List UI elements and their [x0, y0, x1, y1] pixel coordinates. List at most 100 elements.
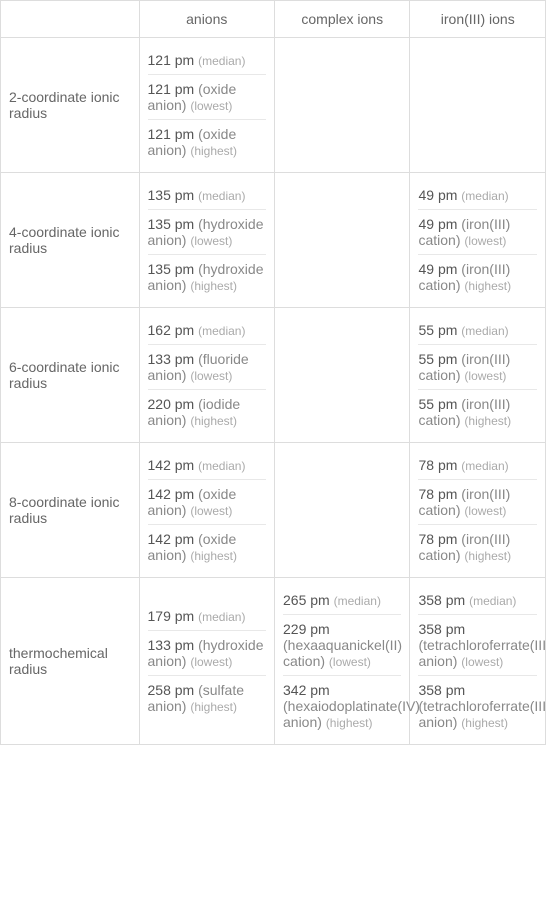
value-entry: 78 pm (median) [418, 451, 537, 480]
value-text: 342 pm [283, 682, 330, 698]
value-text: 142 pm [148, 457, 195, 473]
header-cell-complex: complex ions [275, 1, 410, 38]
data-cell-complex: 265 pm (median)229 pm (hexaaquanickel(II… [275, 578, 410, 745]
stat-tag: (median) [469, 594, 516, 608]
table-row: 2-coordinate ionic radius 121 pm (median)… [1, 38, 546, 173]
value-entry: 162 pm (median) [148, 316, 266, 345]
value-text: 78 pm [418, 486, 457, 502]
row-header: thermochemical radius [1, 578, 140, 745]
value-entry: 135 pm (median) [148, 181, 266, 210]
value-entry: 142 pm (oxide anion) (lowest) [148, 480, 266, 525]
value-entry: 55 pm (iron(III) cation) (highest) [418, 390, 537, 434]
value-entry: 265 pm (median) [283, 586, 401, 615]
value-entry: 342 pm (hexaiodoplatinate(IV) anion) (hi… [283, 676, 401, 736]
header-row: anions complex ions iron(III) ions [1, 1, 546, 38]
stat-tag: (median) [198, 459, 245, 473]
stat-tag: (lowest) [464, 504, 506, 518]
data-cell-anions: 162 pm (median)133 pm (fluoride anion) (… [139, 308, 274, 443]
value-entry: 142 pm (oxide anion) (highest) [148, 525, 266, 569]
row-header: 2-coordinate ionic radius [1, 38, 140, 173]
value-text: 142 pm [148, 531, 195, 547]
value-text: 220 pm [148, 396, 195, 412]
data-cell-complex [275, 173, 410, 308]
value-entry: 135 pm (hydroxide anion) (highest) [148, 255, 266, 299]
value-text: 135 pm [148, 216, 195, 232]
value-text: 78 pm [418, 457, 457, 473]
value-entry: 135 pm (hydroxide anion) (lowest) [148, 210, 266, 255]
cell-block: 179 pm (median)133 pm (hydroxide anion) … [148, 602, 266, 720]
cell-block: 55 pm (median) 55 pm (iron(III) cation) (… [418, 316, 537, 434]
stat-tag: (median) [198, 324, 245, 338]
value-entry: 358 pm (median) [418, 586, 537, 615]
value-entry: 133 pm (hydroxide anion) (lowest) [148, 631, 266, 676]
header-cell-iron: iron(III) ions [410, 1, 546, 38]
table-row: 4-coordinate ionic radius 135 pm (median)… [1, 173, 546, 308]
stat-tag: (median) [198, 189, 245, 203]
value-entry: 220 pm (iodide anion) (highest) [148, 390, 266, 434]
stat-tag: (median) [461, 459, 508, 473]
data-cell-iron [410, 38, 546, 173]
value-entry: 179 pm (median) [148, 602, 266, 631]
row-header: 6-coordinate ionic radius [1, 308, 140, 443]
value-text: 49 pm [418, 216, 457, 232]
stat-tag: (median) [198, 610, 245, 624]
value-entry: 55 pm (iron(III) cation) (lowest) [418, 345, 537, 390]
data-cell-complex [275, 38, 410, 173]
value-text: 121 pm [148, 126, 195, 142]
row-header: 4-coordinate ionic radius [1, 173, 140, 308]
value-entry: 121 pm (median) [148, 46, 266, 75]
value-entry: 258 pm (sulfate anion) (highest) [148, 676, 266, 720]
value-text: 358 pm [418, 592, 465, 608]
value-text: 265 pm [283, 592, 330, 608]
cell-block: 265 pm (median)229 pm (hexaaquanickel(II… [283, 586, 401, 736]
value-entry: 229 pm (hexaaquanickel(II) cation) (lowe… [283, 615, 401, 676]
value-text: 133 pm [148, 351, 195, 367]
data-cell-anions: 142 pm (median)142 pm (oxide anion) (low… [139, 443, 274, 578]
value-entry: 358 pm (tetrachloroferrate(III) anion) (… [418, 615, 537, 676]
value-entry: 358 pm (tetrachloroferrate(III) anion) (… [418, 676, 537, 736]
value-entry: 49 pm (iron(III) cation) (highest) [418, 255, 537, 299]
value-text: 55 pm [418, 396, 457, 412]
value-text: 55 pm [418, 322, 457, 338]
value-entry: 78 pm (iron(III) cation) (lowest) [418, 480, 537, 525]
value-text: 179 pm [148, 608, 195, 624]
data-cell-anions: 121 pm (median)121 pm (oxide anion) (low… [139, 38, 274, 173]
stat-tag: (median) [198, 54, 245, 68]
stat-tag: (highest) [190, 549, 237, 563]
value-text: 49 pm [418, 187, 457, 203]
data-cell-iron: 55 pm (median) 55 pm (iron(III) cation) (… [410, 308, 546, 443]
stat-tag: (lowest) [190, 655, 232, 669]
table-row: 6-coordinate ionic radius 162 pm (median)… [1, 308, 546, 443]
header-cell-blank [1, 1, 140, 38]
value-text: 133 pm [148, 637, 195, 653]
stat-tag: (median) [461, 189, 508, 203]
stat-tag: (highest) [464, 414, 511, 428]
stat-tag: (highest) [190, 279, 237, 293]
value-text: 142 pm [148, 486, 195, 502]
data-cell-iron: 358 pm (median)358 pm (tetrachloroferrat… [410, 578, 546, 745]
data-table: anions complex ions iron(III) ions 2-coo… [0, 0, 546, 745]
stat-tag: (median) [461, 324, 508, 338]
value-entry: 142 pm (median) [148, 451, 266, 480]
stat-tag: (highest) [464, 549, 511, 563]
stat-tag: (lowest) [329, 655, 371, 669]
row-header: 8-coordinate ionic radius [1, 443, 140, 578]
table-row: 8-coordinate ionic radius142 pm (median)… [1, 443, 546, 578]
value-text: 162 pm [148, 322, 195, 338]
data-cell-iron: 49 pm (median) 49 pm (iron(III) cation) (… [410, 173, 546, 308]
table-row: thermochemical radius179 pm (median)133 … [1, 578, 546, 745]
value-text: 135 pm [148, 261, 195, 277]
value-text: 78 pm [418, 531, 457, 547]
value-text: 49 pm [418, 261, 457, 277]
stat-tag: (lowest) [190, 369, 232, 383]
data-cell-anions: 135 pm (median)135 pm (hydroxide anion) … [139, 173, 274, 308]
value-entry: 121 pm (oxide anion) (lowest) [148, 75, 266, 120]
stat-tag: (highest) [464, 279, 511, 293]
cell-block: 358 pm (median)358 pm (tetrachloroferrat… [418, 586, 537, 736]
data-cell-iron: 78 pm (median)78 pm (iron(III) cation) (… [410, 443, 546, 578]
stat-tag: (highest) [461, 716, 508, 730]
data-cell-complex [275, 443, 410, 578]
stat-tag: (lowest) [464, 369, 506, 383]
value-text: 358 pm [418, 682, 465, 698]
stat-tag: (lowest) [190, 234, 232, 248]
